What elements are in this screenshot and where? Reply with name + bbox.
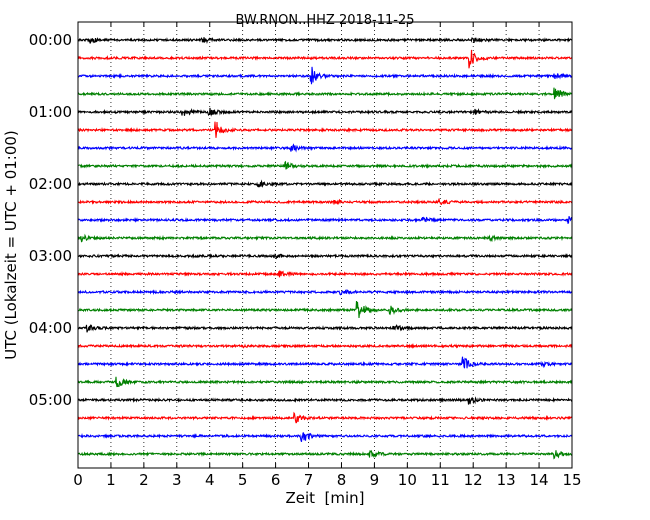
- x-axis-ticks: 0 1 2 3 4 5 6 7 8 9 10 11 12 13 14 15: [73, 22, 582, 489]
- trace-line: [77, 198, 573, 206]
- y-tick-label: 01:00: [29, 103, 72, 121]
- trace-line: [77, 143, 573, 153]
- trace-line: [77, 107, 573, 117]
- trace-line: [77, 36, 573, 44]
- trace-line: [77, 179, 573, 188]
- trace-lines: [77, 36, 573, 460]
- y-tick-label: 04:00: [29, 319, 72, 337]
- x-tick-label: 3: [172, 471, 182, 489]
- trace-line: [77, 49, 573, 69]
- trace-line: [77, 121, 573, 138]
- trace-line: [77, 376, 573, 388]
- x-tick-label: 14: [530, 471, 549, 489]
- y-axis-ticks: 00:00 01:00 02:00 03:00 04:00 05:00: [29, 31, 83, 409]
- x-tick-label: 7: [304, 471, 314, 489]
- x-tick-label: 13: [497, 471, 516, 489]
- x-tick-label: 5: [238, 471, 248, 489]
- trace-line: [77, 216, 573, 224]
- x-tick-label: 0: [73, 471, 83, 489]
- x-tick-label: 9: [370, 471, 380, 489]
- y-tick-label: 02:00: [29, 175, 72, 193]
- x-tick-label: 15: [562, 471, 581, 489]
- y-tick-label: 00:00: [29, 31, 72, 49]
- y-tick-label: 05:00: [29, 391, 72, 409]
- x-axis-label: Zeit [min]: [285, 489, 364, 507]
- x-tick-label: 1: [106, 471, 116, 489]
- trace-line: [77, 289, 573, 296]
- plot-background: [78, 22, 572, 468]
- trace-line: [77, 253, 573, 260]
- y-tick-label: 03:00: [29, 247, 72, 265]
- plot-frame: [77, 21, 573, 469]
- trace-line: [77, 301, 573, 318]
- trace-line: [77, 160, 573, 170]
- x-tick-label: 10: [398, 471, 417, 489]
- x-tick-label: 6: [271, 471, 281, 489]
- trace-line: [77, 87, 573, 100]
- trace-line: [77, 233, 573, 243]
- trace-line: [77, 269, 573, 278]
- trace-line: [77, 356, 573, 369]
- x-tick-label: 11: [431, 471, 450, 489]
- y-axis-label: UTC (Lokalzeit = UTC + 01:00): [2, 130, 20, 360]
- trace-line: [77, 66, 573, 85]
- trace-line: [77, 323, 573, 333]
- x-tick-label: 8: [337, 471, 347, 489]
- x-tick-label: 4: [205, 471, 215, 489]
- trace-line: [77, 396, 573, 405]
- x-tick-label: 2: [139, 471, 149, 489]
- trace-line: [77, 432, 573, 442]
- trace-line: [77, 342, 573, 349]
- x-tick-label: 12: [464, 471, 483, 489]
- trace-line: [77, 411, 573, 424]
- trace-line: [77, 449, 573, 460]
- chart-title: BW.RNON..HHZ 2018-11-25: [235, 13, 414, 28]
